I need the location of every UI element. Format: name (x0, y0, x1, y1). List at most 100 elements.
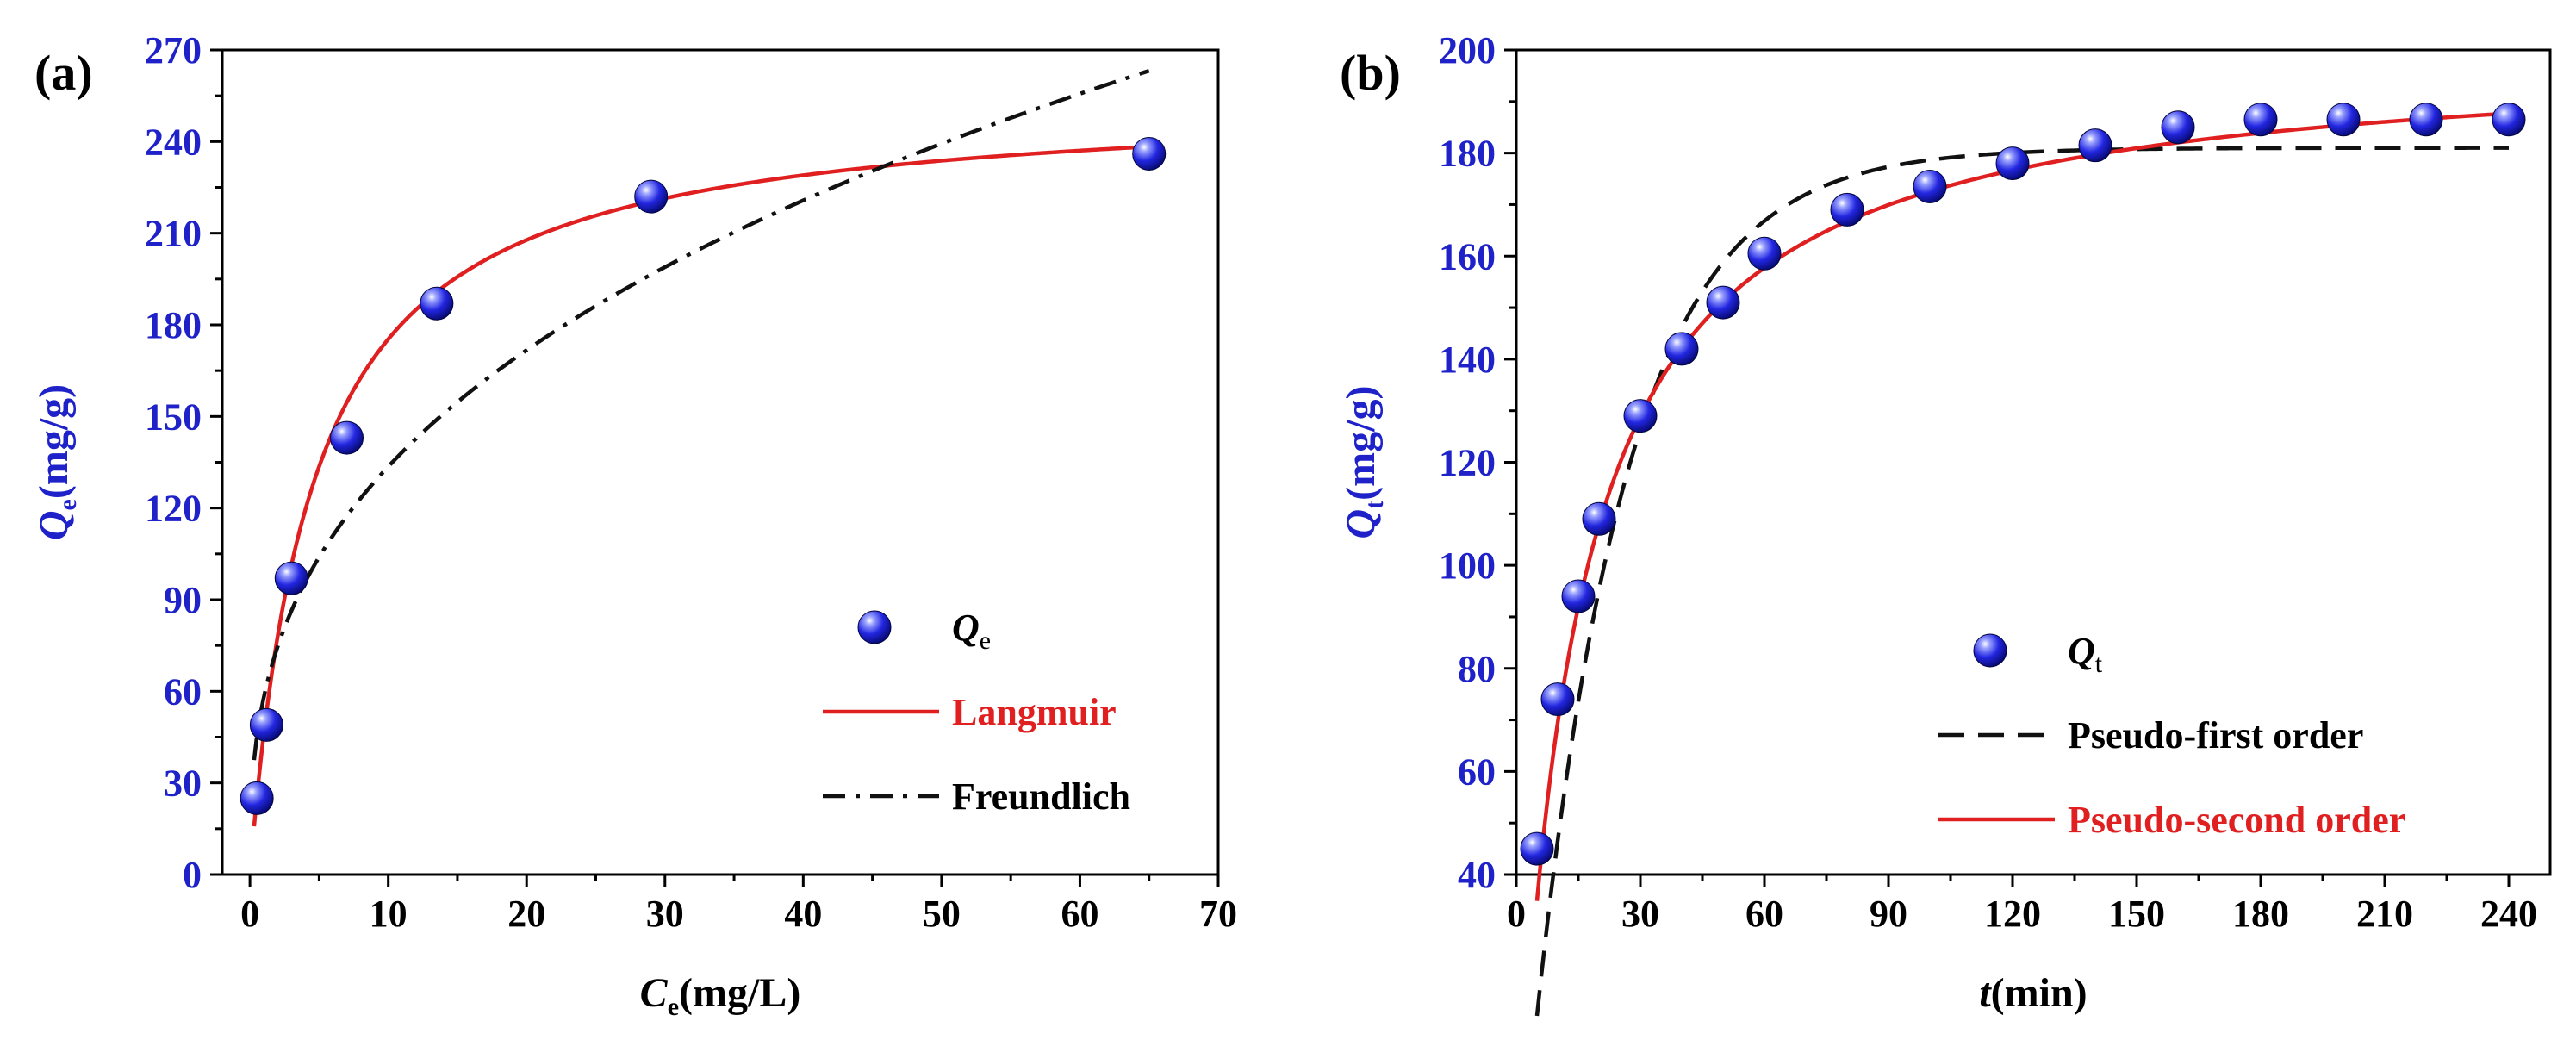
data-point (1913, 170, 1947, 204)
legend-label-points: Qe (952, 607, 991, 655)
data-point (240, 781, 274, 815)
legend: Qt Pseudo-first order Pseudo-second order (1938, 630, 2405, 841)
data-point (1664, 332, 1699, 366)
x-axis-title-symbol: t (1979, 970, 1992, 1016)
data-point (1132, 137, 1167, 171)
y-axis-title-symbol: Q (31, 510, 77, 540)
fit-curve-pseudo-second-order (1534, 111, 2510, 901)
y-tick-label: 90 (164, 579, 202, 621)
x-tick-label: 10 (370, 893, 408, 935)
chart-panel-b: (b) 40 60 80 100 120 140 160 180 200 0 30 60 90 120 150… (1338, 29, 2552, 1017)
y-tick-label: 0 (183, 854, 202, 896)
data-point (1540, 682, 1575, 717)
x-tick-label: 60 (1745, 893, 1783, 935)
y-tick-label: 100 (1439, 545, 1496, 587)
y-axis-title: Qe(mg/g) (31, 384, 82, 540)
data-point (249, 707, 283, 742)
x-tick-label: 50 (923, 893, 961, 935)
y-tick-label: 160 (1439, 235, 1496, 277)
legend-label-symbol: Q (2068, 630, 2095, 672)
legend-label-symbol: Q (952, 607, 980, 649)
fit-curve-langmuir (252, 144, 1149, 827)
x-axis-title-unit: (min) (1991, 970, 2088, 1016)
x-tick-label: 60 (1061, 893, 1098, 935)
data-point (2078, 128, 2112, 163)
y-tick-label: 60 (1458, 750, 1496, 793)
fit-curve-pseudo-first-order (1534, 146, 2509, 1017)
data-point (1995, 146, 2030, 181)
chart-panel-a: (a) 0 30 60 90 120 150 180 210 240 270 0 10 20 30 40 50 6… (31, 29, 1237, 1021)
y-tick-label: 120 (1439, 442, 1496, 484)
y-axis-title-symbol: Q (1338, 509, 1384, 539)
legend-label-subscript: t (2095, 650, 2103, 678)
legend-label: Langmuir (952, 691, 1117, 733)
data-point (1623, 399, 1658, 433)
plot-frame (1515, 48, 2552, 876)
legend-label: Pseudo-first order (2068, 714, 2363, 756)
y-axis-title-subscript: e (53, 499, 82, 510)
y-axis-title-subscript: t (1360, 501, 1389, 509)
y-axis-title-unit: (mg/g) (1338, 386, 1384, 501)
panel-label: (a) (34, 45, 93, 101)
data-point (2326, 103, 2361, 137)
legend-label: Pseudo-second order (2068, 799, 2405, 841)
data-point (1830, 192, 1864, 227)
data-point (1520, 831, 1554, 866)
data-point (1561, 579, 1596, 613)
data-point (330, 420, 364, 455)
x-tick-label: 30 (1621, 893, 1659, 935)
y-tick-label: 180 (145, 304, 202, 346)
x-tick-label: 0 (1507, 893, 1526, 935)
data-point (2243, 103, 2278, 137)
data-point (2161, 110, 2195, 145)
x-tick-label: 70 (1199, 893, 1237, 935)
data-point (1582, 501, 1616, 536)
y-axis-title-unit: (mg/g) (31, 384, 77, 499)
data-point (1747, 236, 1782, 271)
data-point (634, 179, 669, 214)
x-tick-label: 90 (1870, 893, 1907, 935)
plot-frame (221, 48, 1220, 876)
legend-label-points: Qt (2068, 630, 2103, 678)
x-axis-title-unit: (mg/L) (679, 970, 800, 1016)
x-axis-title-subscript: e (668, 993, 679, 1021)
data-point (2409, 103, 2443, 137)
y-tick-label: 270 (145, 29, 202, 72)
x-tick-label: 40 (784, 893, 822, 935)
y-tick-label: 240 (145, 121, 202, 163)
y-tick-label: 140 (1439, 339, 1496, 381)
x-axis-title: t(min) (1979, 970, 2087, 1016)
data-point (420, 286, 454, 321)
x-tick-label: 120 (1984, 893, 2041, 935)
x-tick-label: 180 (2232, 893, 2289, 935)
x-tick-label: 150 (2108, 893, 2165, 935)
y-tick-label: 150 (145, 395, 202, 438)
y-tick-label: 180 (1439, 133, 1496, 175)
legend-marker-points (857, 610, 892, 644)
y-tick-label: 210 (145, 213, 202, 255)
x-tick-label: 210 (2356, 893, 2413, 935)
y-tick-label: 40 (1458, 854, 1496, 896)
fit-curve-freundlich (252, 68, 1150, 761)
y-axis-title: Qt(mg/g) (1338, 386, 1389, 539)
x-tick-label: 20 (507, 893, 545, 935)
x-tick-label: 30 (646, 893, 684, 935)
x-axis-title: Ce(mg/L) (640, 970, 801, 1021)
y-tick-label: 120 (145, 488, 202, 530)
y-tick-label: 60 (164, 670, 202, 713)
data-point (1706, 285, 1740, 320)
y-tick-label: 30 (164, 763, 202, 805)
legend-marker-points (1973, 633, 2007, 668)
legend-label: Freundlich (952, 775, 1130, 818)
legend: Qe Langmuir Freundlich (823, 607, 1130, 818)
x-tick-label: 0 (240, 893, 259, 935)
x-axis-title-symbol: C (640, 970, 669, 1016)
y-tick-label: 80 (1458, 648, 1496, 690)
legend-label-subscript: e (980, 626, 991, 655)
y-tick-label: 200 (1439, 29, 1496, 72)
data-point (2492, 103, 2526, 137)
data-point (274, 561, 308, 595)
x-tick-label: 240 (2480, 893, 2537, 935)
panel-label: (b) (1340, 45, 1401, 101)
